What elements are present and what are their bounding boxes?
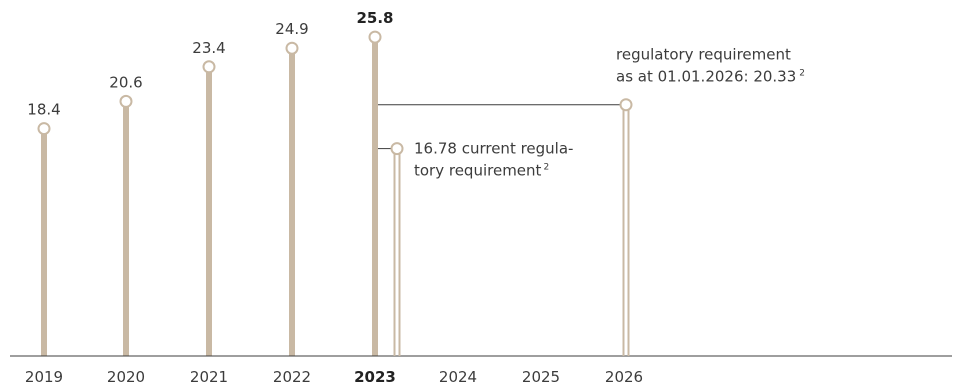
x-tick-label-2021: 2021 bbox=[190, 368, 228, 386]
bar-marker-2023 bbox=[368, 30, 382, 44]
bar-2022 bbox=[289, 48, 295, 357]
requirement-text-current-line2-main: tory requirement bbox=[414, 162, 542, 180]
bar-2021 bbox=[206, 66, 212, 356]
bar-2019 bbox=[41, 128, 47, 356]
requirement-text-future-line1: regulatory requirement bbox=[616, 46, 791, 64]
value-label-2023: 25.8 bbox=[356, 9, 393, 27]
value-label-2022: 24.9 bbox=[275, 20, 308, 38]
bar-marker-2022 bbox=[285, 41, 299, 55]
bar-2020 bbox=[123, 101, 129, 356]
requirement-text-future-line2: as at 01.01.2026: 20.33 2 bbox=[616, 68, 805, 86]
value-label-2019: 18.4 bbox=[27, 101, 60, 119]
x-tick-label-2024: 2024 bbox=[439, 368, 477, 386]
requirement-text-current-line2: tory requirement 2 bbox=[414, 162, 549, 180]
requirement-text-current-line1: 16.78 current regula- bbox=[414, 140, 573, 158]
footnote-marker: 2 bbox=[799, 69, 805, 79]
x-tick-label-2020: 2020 bbox=[107, 368, 145, 386]
bar-marker-2019 bbox=[37, 122, 51, 136]
bar-2023 bbox=[372, 37, 378, 356]
footnote-marker: 2 bbox=[543, 163, 549, 173]
requirement-text-future-line2-main: as at 01.01.2026: 20.33 bbox=[616, 68, 796, 86]
x-tick-label-2019: 2019 bbox=[25, 368, 63, 386]
requirement-marker-2026 bbox=[619, 98, 633, 112]
requirement-annotations: 16.78 current regula-tory requirement 2re… bbox=[378, 46, 805, 356]
bars-layer: 18.4 20.6 23.4 24.9 25.8 bbox=[27, 9, 394, 357]
value-label-2021: 23.4 bbox=[192, 39, 225, 57]
bar-marker-2020 bbox=[119, 94, 133, 108]
x-tick-label-2025: 2025 bbox=[522, 368, 560, 386]
requirement-marker-2023 bbox=[390, 142, 404, 156]
bar-marker-2021 bbox=[202, 60, 216, 74]
value-label-2020: 20.6 bbox=[109, 73, 142, 91]
x-tick-label-2022: 2022 bbox=[273, 368, 311, 386]
x-tick-labels: 2019 2020 2021 2022 2023 2024 2025 2026 bbox=[25, 368, 643, 386]
x-tick-label-2023: 2023 bbox=[354, 368, 396, 386]
x-tick-label-2026: 2026 bbox=[605, 368, 643, 386]
